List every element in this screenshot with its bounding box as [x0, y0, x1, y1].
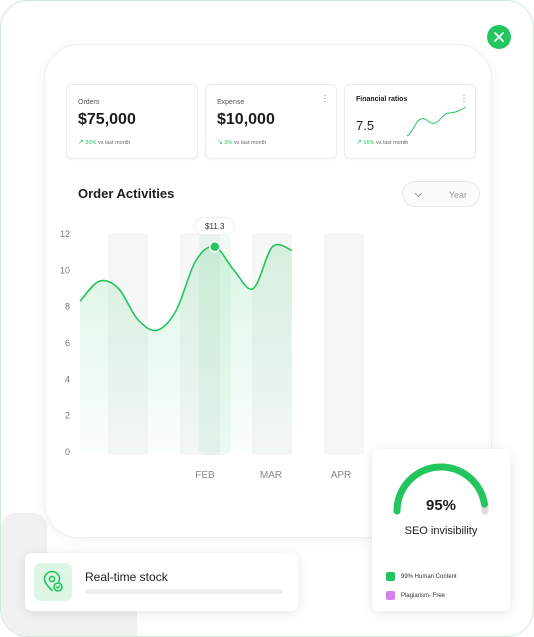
seo-legend-item: Plagiarism- Free	[386, 591, 445, 600]
seo-gauge	[393, 463, 489, 515]
stock-progress-track	[85, 589, 283, 594]
x-tick-label: MAR	[260, 470, 282, 481]
stat-change-percent: 30%	[85, 140, 97, 146]
legend-label: 99% Human Content	[401, 573, 457, 580]
y-tick-label: 10	[60, 265, 70, 275]
y-tick-label: 4	[65, 374, 70, 384]
chart-highlight-column	[198, 233, 231, 455]
stat-label: Orders	[78, 99, 100, 106]
chart-tooltip-label: $11.3	[205, 222, 225, 231]
seo-legend-item: 99% Human Content	[386, 572, 457, 581]
stock-icon-tile	[34, 563, 72, 601]
stat-value: $10,000	[217, 111, 275, 128]
stat-card-financial-ratios: · · · Financial ratios 7.5 ↗ 16% vs last m…	[344, 84, 476, 159]
stat-card-orders: Orders $75,000 ↗ 30% vs last month	[66, 84, 198, 159]
y-tick-label: 0	[65, 447, 70, 457]
period-select[interactable]: Year	[402, 181, 480, 207]
chart-series-line	[79, 243, 293, 332]
chevron-down-icon	[414, 192, 423, 198]
stat-change-text: vs last month	[375, 140, 409, 146]
location-pin-icon	[43, 570, 63, 592]
stock-card[interactable]: Real-time stock	[25, 553, 298, 611]
stat-label: Expense	[217, 99, 245, 106]
stat-change: ↗ 16% vs last month	[356, 138, 408, 146]
sparkline	[406, 106, 467, 137]
stat-value: $75,000	[78, 111, 136, 128]
stat-change: ↘ 3% vs last month	[217, 138, 266, 146]
section-title: Order Activities	[78, 186, 175, 201]
stat-label: Financial ratios	[356, 96, 408, 103]
more-options-icon[interactable]: · · ·	[462, 90, 466, 107]
x-tick-label: FEB	[195, 470, 215, 481]
trend-up-icon: ↗	[78, 139, 84, 146]
stat-change-text: vs last month	[97, 140, 131, 146]
stat-change-text: vs last month	[233, 140, 267, 146]
seo-label: SEO invisibility	[404, 525, 478, 537]
chart-area-fill	[80, 244, 292, 452]
stat-change-percent: 16%	[363, 140, 375, 146]
chart-highlight-point[interactable]	[209, 240, 221, 253]
trend-up-icon: ↗	[356, 139, 362, 146]
seo-card: 95% SEO invisibility 99% Human Content P…	[372, 449, 510, 611]
y-tick-label: 2	[65, 411, 70, 421]
seo-percent: 95%	[425, 497, 457, 514]
stat-value: 7.5	[356, 118, 375, 133]
legend-swatch	[386, 591, 395, 600]
y-tick-label: 6	[65, 338, 70, 348]
legend-label: Plagiarism- Free	[401, 592, 446, 599]
legend-swatch	[386, 572, 395, 581]
close-icon	[494, 32, 504, 42]
more-options-icon[interactable]: · · ·	[323, 90, 327, 107]
period-select-value: Year	[448, 190, 467, 200]
stat-card-expense: · · · Expense $10,000 ↘ 3% vs last month	[205, 84, 337, 159]
stock-title: Real-time stock	[85, 570, 168, 584]
y-tick-label: 8	[65, 302, 70, 312]
stat-change-percent: 3%	[224, 140, 233, 146]
stat-change: ↗ 30% vs last month	[78, 138, 130, 146]
y-tick-label: 12	[60, 229, 70, 239]
trend-down-icon: ↘	[217, 139, 223, 146]
chart-tooltip	[194, 217, 236, 236]
chart-background-band	[324, 233, 364, 455]
close-button[interactable]	[487, 25, 511, 49]
x-tick-label: APR	[331, 470, 352, 481]
